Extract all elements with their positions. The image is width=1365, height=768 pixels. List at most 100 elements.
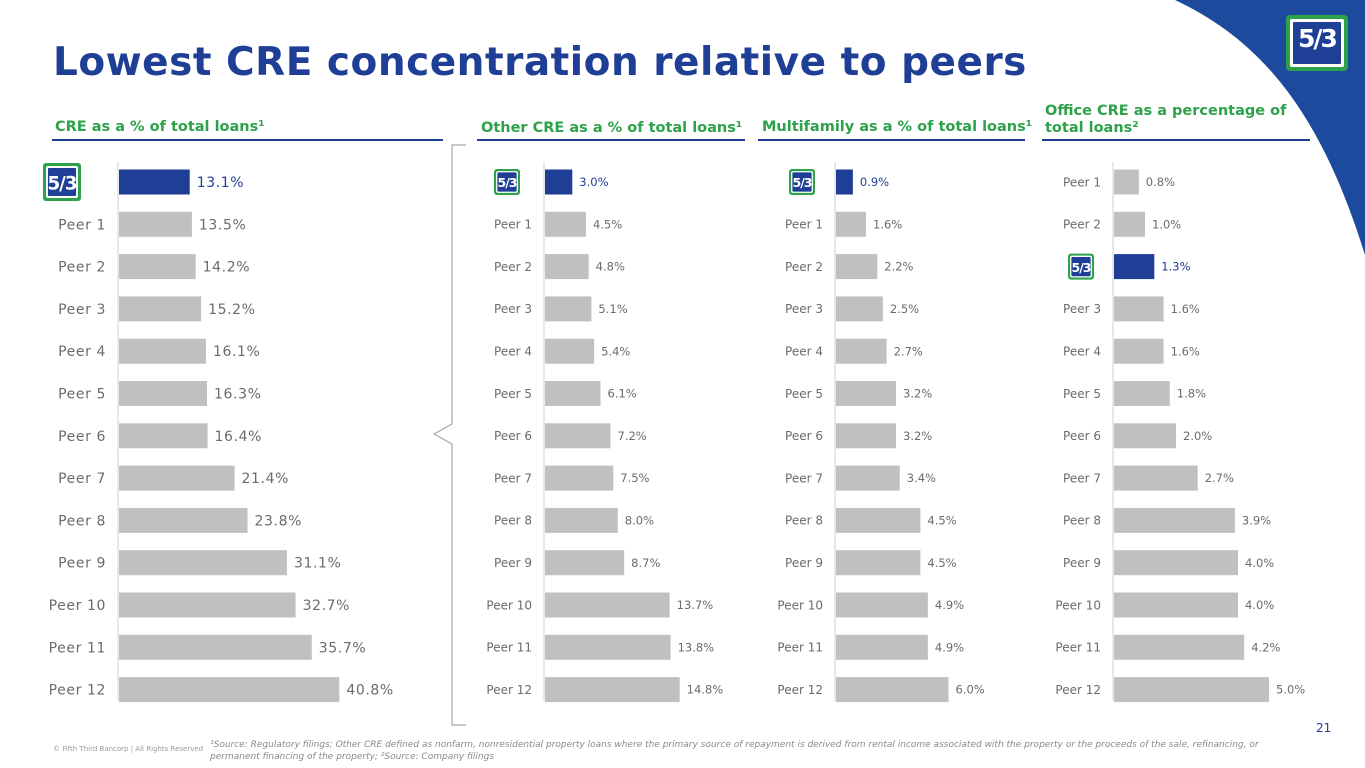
copyright: © Fifth Third Bancorp | All Rights Reser…	[53, 745, 204, 753]
data-label: 4.0%	[1245, 598, 1274, 612]
category-label: Peer 3	[494, 302, 532, 316]
page-number: 21	[1316, 721, 1332, 735]
data-label: 5.4%	[601, 344, 630, 358]
category-label: Peer 8	[58, 513, 106, 529]
bar-peer-12	[119, 677, 340, 703]
category-label: Peer 1	[494, 218, 532, 232]
bar-peer-11	[119, 634, 312, 660]
category-label: Peer 6	[494, 429, 532, 443]
category-label: Peer 9	[785, 556, 823, 570]
bar-peer-2	[1114, 211, 1145, 237]
panel-title-other-cre: Other CRE as a % of total loans¹	[481, 120, 743, 136]
category-label: Peer 1	[785, 218, 823, 232]
bar-fifth-third	[119, 169, 190, 195]
data-label: 1.6%	[1171, 344, 1200, 358]
data-label: 5.1%	[598, 302, 627, 316]
data-label: 2.2%	[884, 260, 913, 274]
chart-svg: 0.8% Peer 1 1.0% Peer 2 1.3% 5/3 1.6% Peer 3 1.6…	[1055, 162, 1305, 703]
data-label: 35.7%	[319, 640, 366, 656]
data-label: 32.7%	[303, 598, 350, 614]
data-label: 16.1%	[213, 344, 260, 360]
data-label: 2.7%	[894, 344, 923, 358]
data-label: 2.5%	[890, 302, 919, 316]
category-label: Peer 9	[1063, 556, 1101, 570]
bar-peer-1	[119, 211, 192, 237]
logo-text: 5/3	[498, 175, 517, 190]
bar-peer-4	[1114, 338, 1164, 364]
bar-peer-2	[836, 254, 878, 280]
data-label: 13.1%	[197, 175, 244, 191]
data-label: 4.9%	[935, 598, 964, 612]
category-label: Peer 11	[49, 640, 106, 656]
data-label: 8.7%	[631, 556, 660, 570]
category-label: Peer 5	[1063, 387, 1101, 401]
bar-fifth-third	[545, 169, 573, 195]
panel-title-office: Office CRE as a percentage of total loan…	[1045, 103, 1287, 136]
data-label: 4.9%	[935, 640, 964, 654]
data-label: 2.7%	[1205, 471, 1234, 485]
bar-fifth-third	[1114, 254, 1155, 280]
data-label: 31.1%	[294, 556, 341, 572]
bar-peer-7	[119, 465, 235, 491]
bar-peer-6	[545, 423, 611, 449]
bar-peer-9	[836, 550, 921, 576]
panel-title-multifamily: Multifamily as a % of total loans¹	[762, 119, 1033, 135]
data-label: 14.2%	[203, 260, 250, 276]
fifth-third-logo-icon: 5/3	[789, 169, 815, 195]
chart-other-cre: 3.0% 5/3 4.5% Peer 1 4.8% Peer 2 5.1% Peer 3 5.4…	[480, 160, 750, 709]
data-label: 16.3%	[214, 387, 261, 403]
chart-office-cre: 0.8% Peer 1 1.0% Peer 2 1.3% 5/3 1.6% Peer 3 1.6…	[1050, 160, 1320, 709]
bar-peer-7	[545, 465, 614, 491]
chart-svg: 13.1% 5/3 13.5% Peer 1 14.2% Peer 2 15.2% Peer …	[43, 162, 393, 703]
bar-peer-6	[119, 423, 208, 449]
data-label: 7.5%	[620, 471, 649, 485]
logo-text: 5/3	[793, 175, 812, 190]
fifth-third-logo-icon: 5/3	[494, 169, 520, 195]
category-label: Peer 2	[58, 260, 106, 276]
category-label: Peer 4	[785, 345, 823, 359]
bar-peer-9	[545, 550, 625, 576]
bar-peer-5	[545, 381, 601, 406]
bar-peer-11	[836, 634, 928, 660]
category-label: Peer 5	[58, 387, 106, 403]
category-label: Peer 3	[785, 302, 823, 316]
data-label: 0.8%	[1146, 175, 1175, 189]
data-label: 3.2%	[903, 429, 932, 443]
data-label: 21.4%	[242, 471, 289, 487]
data-label: 4.5%	[927, 514, 956, 528]
category-label: Peer 10	[486, 598, 532, 612]
category-label: Peer 1	[58, 217, 106, 233]
bar-peer-9	[119, 550, 287, 576]
category-label: Peer 9	[58, 556, 106, 572]
data-label: 4.2%	[1251, 640, 1280, 654]
data-label: 13.8%	[678, 640, 715, 654]
bar-peer-7	[1114, 465, 1198, 491]
bar-peer-3	[545, 296, 592, 322]
category-label: Peer 10	[1055, 598, 1101, 612]
bar-peer-12	[545, 677, 680, 703]
bar-peer-7	[836, 465, 900, 491]
data-label: 1.6%	[1171, 302, 1200, 316]
data-label: 4.5%	[593, 217, 622, 231]
category-label: Peer 6	[58, 429, 106, 445]
bar-peer-8	[545, 507, 618, 533]
panel-rule-other-cre	[477, 139, 745, 141]
category-label: Peer 9	[494, 556, 532, 570]
category-label: Peer 6	[1063, 429, 1101, 443]
panel-title-cre: CRE as a % of total loans¹	[55, 119, 265, 135]
bar-peer-3	[119, 296, 202, 322]
bar-peer-1	[1114, 169, 1139, 195]
bar-peer-10	[119, 592, 296, 618]
page-title: Lowest CRE concentration relative to pee…	[53, 40, 1027, 85]
category-label: Peer 4	[494, 345, 532, 359]
logo-text: 5/3	[47, 174, 76, 195]
bar-peer-8	[119, 507, 248, 533]
bar-peer-8	[1114, 507, 1235, 533]
category-label: Peer 12	[777, 683, 823, 697]
category-label: Peer 11	[1055, 641, 1101, 655]
category-label: Peer 1	[1063, 175, 1101, 189]
data-label: 15.2%	[208, 302, 255, 318]
category-label: Peer 3	[1063, 302, 1101, 316]
category-label: Peer 6	[785, 429, 823, 443]
category-label: Peer 8	[1063, 514, 1101, 528]
